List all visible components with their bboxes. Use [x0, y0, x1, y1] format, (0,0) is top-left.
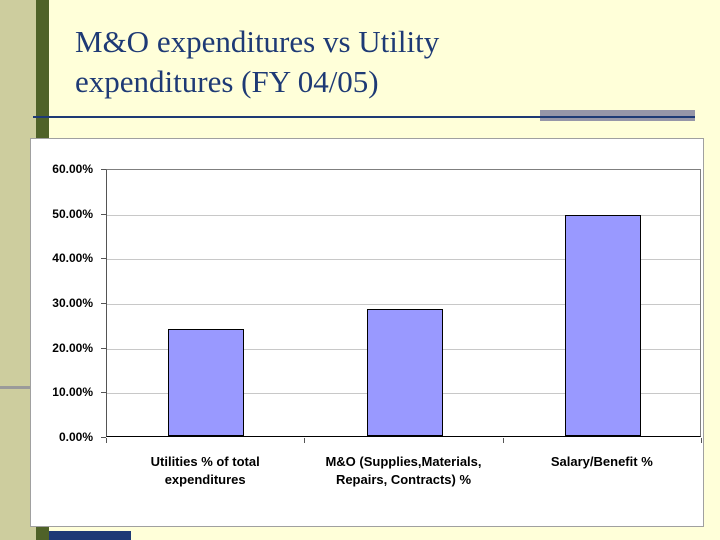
- x-axis-category-label: Salary/Benefit %: [550, 454, 653, 469]
- left-gray-rule: [0, 386, 36, 389]
- bar: [366, 308, 443, 436]
- bar: [564, 214, 641, 436]
- x-axis-tick-mark: [502, 438, 504, 443]
- gray-accent-bar: [540, 110, 695, 121]
- y-axis-tick-label: 10.00%: [52, 385, 93, 400]
- y-axis-tick-mark: [101, 169, 106, 170]
- bottom-navy-bar: [49, 531, 131, 540]
- slide-title: M&O expenditures vs Utility expenditures…: [75, 24, 440, 99]
- y-axis-tick-label: 30.00%: [52, 296, 93, 310]
- gridline: [107, 214, 700, 216]
- x-axis-tick-mark: [106, 438, 107, 443]
- y-axis-tick-mark: [101, 258, 106, 260]
- gridline: [107, 304, 700, 305]
- y-axis-tick-label: 40.00%: [52, 251, 93, 266]
- y-axis-tick-label: 0.00%: [58, 430, 93, 444]
- y-axis-tick-mark: [101, 392, 106, 394]
- plot-area: [106, 169, 701, 437]
- gridline: [107, 259, 700, 261]
- x-axis-tick-mark: [701, 438, 702, 443]
- y-axis-tick-mark: [101, 303, 106, 304]
- title-underline: [33, 116, 695, 118]
- bar: [168, 328, 245, 436]
- x-axis-category-label: M&O (Supplies,Materials, Repairs, Contra…: [325, 454, 482, 487]
- y-axis-tick-mark: [101, 437, 106, 438]
- y-axis-tick-label: 50.00%: [52, 206, 93, 221]
- y-axis-tick-mark: [101, 213, 106, 215]
- bar-chart: 60.00% 50.00% 40.00% 30.00% 20.00% 10.00% 0.00…: [30, 138, 704, 527]
- x-axis-tick-mark: [304, 438, 306, 443]
- y-axis-tick-label: 60.00%: [52, 162, 93, 176]
- y-axis-tick-label: 20.00%: [52, 340, 93, 355]
- x-axis-category-label: Utilities % of total expenditures: [150, 454, 260, 487]
- y-axis-tick-mark: [101, 347, 106, 349]
